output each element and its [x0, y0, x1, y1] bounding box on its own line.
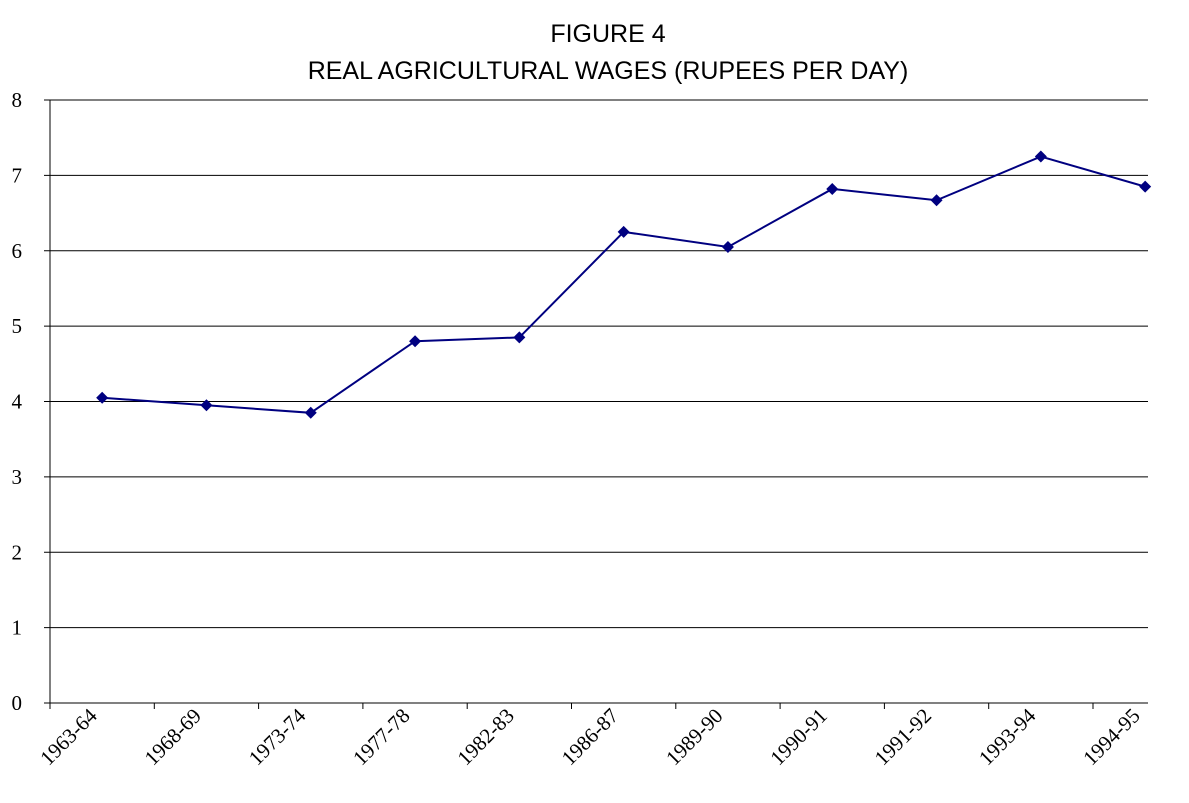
x-tick-label: 1963-64	[35, 703, 102, 770]
line	[102, 155, 1146, 414]
x-tick-label: 1982-83	[452, 704, 518, 770]
marker	[96, 391, 109, 404]
x-tick-label: 1990-91	[765, 704, 831, 770]
y-tick-label: 2	[12, 540, 23, 564]
y-tick-label: 0	[12, 691, 23, 715]
y-tick-label: 1	[12, 616, 23, 640]
x-tick-label: 1989-90	[661, 704, 727, 770]
x-tick-label: 1994-95	[1078, 704, 1144, 770]
y-tick-label: 4	[12, 390, 23, 414]
marker	[1034, 150, 1047, 163]
y-tick-label: 6	[12, 239, 23, 263]
x-tick-label: 1977-78	[348, 704, 414, 770]
marker	[1139, 180, 1152, 193]
y-tick-label: 8	[12, 88, 23, 112]
marker	[409, 335, 422, 348]
marker	[200, 399, 213, 412]
x-tick-label: 1968-69	[140, 704, 206, 770]
x-tick-label: 1993-94	[974, 703, 1041, 770]
x-tick-label: 1973-74	[244, 703, 311, 770]
marker	[826, 182, 839, 195]
chart-subtitle: REAL AGRICULTURAL WAGES (RUPEES PER DAY)	[308, 57, 909, 85]
marker	[721, 240, 734, 253]
x-tick-label: 1991-92	[870, 704, 936, 770]
y-tick-label: 5	[12, 314, 23, 338]
y-tick-label: 7	[12, 163, 23, 187]
y-tick-label: 3	[12, 465, 23, 489]
marker	[930, 194, 943, 207]
x-tick-label: 1986-87	[557, 704, 623, 770]
marker	[617, 225, 630, 238]
chart-title: FIGURE 4	[550, 20, 665, 48]
marker	[513, 331, 526, 344]
marker	[304, 406, 317, 419]
